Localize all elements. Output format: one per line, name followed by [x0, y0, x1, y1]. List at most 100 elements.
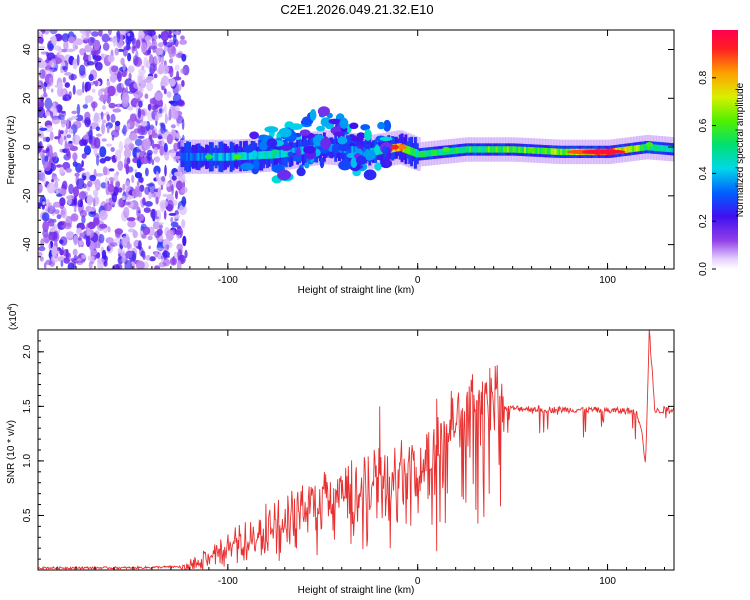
ridge-core [222, 152, 226, 161]
dispersed-blob [277, 169, 292, 181]
noise-speckle [152, 216, 160, 220]
noise-speckle [101, 138, 107, 142]
noise-speckle [63, 135, 67, 140]
noise-speckle [81, 160, 84, 168]
noise-speckle [66, 118, 69, 129]
ridge-core [508, 146, 512, 153]
ridge-core [188, 152, 191, 161]
noise-speckle [91, 31, 100, 37]
noise-speckle [66, 195, 72, 206]
figure-title: C2E1.2026.049.21.32.E10 [280, 2, 433, 17]
colorbar-tick-label: 0.4 [698, 166, 709, 180]
ridge-core [410, 147, 414, 156]
dispersed-blob [280, 145, 292, 151]
noise-speckle [144, 201, 153, 207]
noise-speckle [72, 58, 78, 70]
noise-speckle [127, 32, 131, 37]
noise-speckle [110, 147, 115, 152]
snr-scale-suffix: ) [8, 303, 19, 306]
dispersed-blob [249, 131, 259, 140]
ridge-core [626, 146, 630, 153]
dispersed-blob [319, 157, 325, 169]
noise-speckle [44, 97, 53, 110]
noise-speckle [134, 94, 139, 99]
dispersed-blob [374, 162, 382, 171]
y-tick-label: 40 [22, 44, 33, 56]
noise-speckle [43, 262, 47, 269]
noise-speckle [72, 84, 76, 95]
ridge-core [664, 145, 668, 152]
noise-speckle [93, 39, 101, 51]
noise-speckle [154, 156, 161, 163]
noise-speckle [48, 202, 52, 209]
dispersed-blob [328, 118, 341, 125]
noise-speckle [98, 30, 103, 37]
noise-speckle [181, 53, 187, 62]
noise-speckle [94, 80, 99, 87]
dispersed-blob [264, 126, 279, 133]
ridge-core [668, 145, 672, 153]
noise-speckle [136, 260, 145, 269]
ridge-core [655, 144, 658, 151]
dispersed-blob [337, 136, 348, 145]
noise-speckle [160, 124, 166, 134]
ridge-core [505, 146, 508, 153]
noise-speckle [125, 163, 130, 175]
noise-speckle [161, 75, 170, 87]
noise-speckle [129, 113, 137, 123]
ridge-core [262, 151, 265, 159]
ridge-core [231, 152, 235, 161]
noise-speckle [83, 145, 92, 156]
noise-speckle [88, 134, 93, 145]
ridge-core [491, 146, 495, 153]
snr-panel: -100 0 100 0.5 1.0 1.5 2.0 Height of straight… [6, 303, 675, 596]
noise-speckle [108, 168, 115, 172]
noise-speckle [184, 249, 188, 259]
noise-speckle [138, 177, 144, 183]
ridge-core [562, 148, 565, 156]
noise-speckle [48, 231, 57, 241]
noise-speckle [156, 228, 163, 236]
ridge-core [294, 147, 298, 156]
ridge-core [487, 146, 491, 153]
noise-speckle [170, 124, 176, 129]
noise-speckle [146, 82, 154, 92]
ridge-core [516, 146, 520, 153]
noise-speckle [154, 251, 159, 258]
dispersed-blob [253, 159, 260, 170]
dispersed-blob [299, 129, 311, 136]
noise-speckle [84, 44, 92, 53]
noise-speckle [126, 241, 131, 250]
ridge-core [649, 144, 653, 151]
noise-speckle [168, 58, 174, 64]
noise-speckle [126, 157, 131, 164]
noise-speckle [170, 108, 178, 119]
noise-speckle [76, 260, 84, 266]
noise-speckle [45, 259, 53, 266]
noise-speckle [148, 245, 151, 250]
noise-speckle [131, 253, 136, 262]
noise-speckle [132, 230, 138, 239]
dispersed-blob [303, 145, 316, 154]
noise-speckle [105, 176, 108, 188]
noise-speckle [166, 151, 171, 155]
noise-speckle [89, 249, 98, 256]
spectrogram-frame [37, 29, 675, 270]
noise-speckle [58, 111, 67, 117]
ridge-core [476, 146, 480, 153]
noise-speckle [144, 93, 149, 99]
noise-speckle [64, 72, 72, 76]
ridge-core [556, 148, 560, 155]
noise-speckle [40, 96, 45, 102]
noise-speckle [140, 120, 148, 127]
snr-x-axis: -100 0 100 [56, 330, 666, 587]
noise-speckle [128, 143, 135, 151]
noise-speckle [169, 78, 176, 87]
noise-speckle [121, 195, 126, 201]
noise-speckle [89, 174, 96, 182]
noise-speckle [41, 30, 46, 35]
noise-speckle [76, 178, 85, 190]
ridge-core [184, 152, 188, 161]
ridge-core [197, 152, 201, 161]
